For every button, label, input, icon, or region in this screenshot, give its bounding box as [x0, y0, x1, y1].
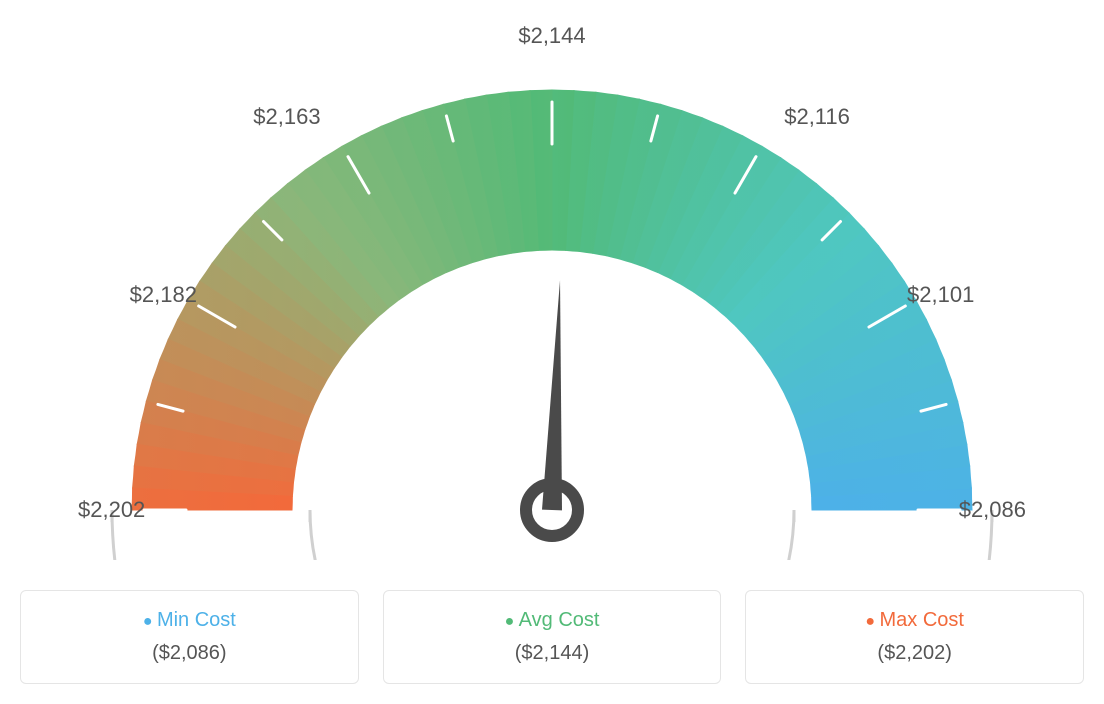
legend-min-value: ($2,086) — [33, 642, 346, 665]
legend-row: Min Cost ($2,086) Avg Cost ($2,144) Max … — [20, 590, 1084, 684]
gauge-tick-label: $2,182 — [130, 282, 197, 307]
legend-min-card: Min Cost ($2,086) — [20, 590, 359, 684]
gauge-tick-label: $2,163 — [253, 104, 320, 129]
legend-avg-title: Avg Cost — [396, 609, 709, 632]
legend-max-title: Max Cost — [758, 609, 1071, 632]
gauge-tick-label: $2,144 — [518, 23, 585, 48]
gauge-tick-label: $2,116 — [784, 104, 850, 129]
legend-avg-card: Avg Cost ($2,144) — [383, 590, 722, 684]
legend-min-title: Min Cost — [33, 609, 346, 632]
gauge-tick-label: $2,101 — [907, 282, 974, 307]
legend-max-card: Max Cost ($2,202) — [745, 590, 1084, 684]
gauge-tick-label: $2,086 — [959, 497, 1026, 522]
gauge-chart: $2,086 $2,101 $2,116 $2,144 $2,163 $2,182 $2,2… — [20, 20, 1084, 560]
legend-avg-value: ($2,144) — [396, 642, 709, 665]
legend-max-value: ($2,202) — [758, 642, 1071, 665]
gauge-needle — [542, 280, 562, 510]
gauge-tick-label: $2,202 — [78, 497, 145, 522]
